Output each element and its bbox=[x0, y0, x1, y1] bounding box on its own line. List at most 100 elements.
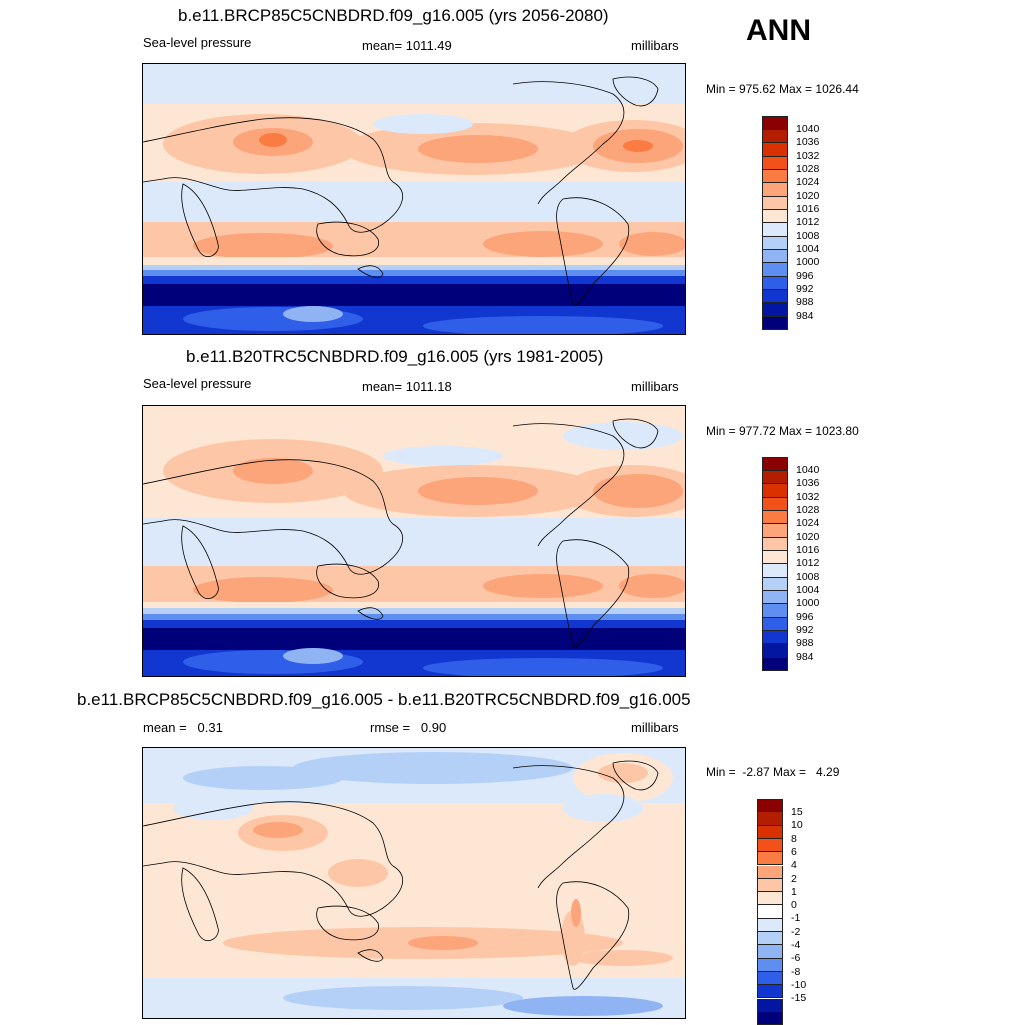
panel2-swatch bbox=[762, 591, 788, 605]
panel2-colorbar-label: 1012 bbox=[796, 557, 820, 570]
panel2-swatch bbox=[762, 524, 788, 538]
panel2-colorbar-label: 1020 bbox=[796, 530, 820, 543]
panel3-swatch bbox=[757, 852, 783, 866]
panel2-swatch bbox=[762, 551, 788, 565]
panel2-variable-label: Sea-level pressure bbox=[143, 376, 252, 391]
panel2-colorbar-label: 996 bbox=[796, 610, 814, 623]
panel1-colorbar-label: 1040 bbox=[796, 123, 820, 135]
panel2-colorbar-label: 1008 bbox=[796, 570, 820, 583]
panel2-swatch bbox=[762, 604, 788, 618]
panel2-colorbar-label: 1032 bbox=[796, 490, 820, 503]
panel1-swatch bbox=[762, 223, 788, 237]
panel1-colorbar-label: 996 bbox=[796, 269, 814, 282]
panel3-swatch bbox=[757, 1011, 783, 1025]
panel1-colorbar-label: 1032 bbox=[796, 149, 820, 162]
panel3-colorbar-label: -2 bbox=[791, 925, 801, 938]
panel3-swatch bbox=[757, 932, 783, 946]
panel1-colorbar-label: 1028 bbox=[796, 163, 820, 175]
panel1-colorbar-label: 984 bbox=[796, 309, 814, 322]
panel2-colorbar-label: 988 bbox=[796, 637, 814, 650]
panel2-colorbar-label: 1016 bbox=[796, 544, 820, 556]
panel2-colorbar-label: 1004 bbox=[796, 584, 820, 596]
panel3-mean-label: mean = 0.31 bbox=[143, 720, 223, 735]
panel3-swatch bbox=[757, 918, 783, 932]
panel2-swatch bbox=[762, 577, 788, 591]
panel3-colorbar-label: 15 bbox=[791, 806, 803, 818]
panel2-map bbox=[142, 405, 686, 677]
panel3-colorbar-label: 6 bbox=[791, 845, 797, 858]
panel1-colorbar-label: 1008 bbox=[796, 229, 820, 242]
panel1-swatch bbox=[762, 303, 788, 317]
panel1-swatch bbox=[762, 156, 788, 170]
panel3-colorbar-label: -1 bbox=[791, 912, 801, 925]
panel1-swatch bbox=[762, 116, 788, 130]
panel1-swatch bbox=[762, 263, 788, 277]
panel2-swatch bbox=[762, 497, 788, 511]
panel3-title: b.e11.BRCP85C5CNBDRD.f09_g16.005 - b.e11… bbox=[77, 690, 691, 709]
panel3-colorbar-label: -8 bbox=[791, 965, 801, 978]
panel2-title: b.e11.B20TRC5CNBDRD.f09_g16.005 (yrs 198… bbox=[186, 347, 604, 366]
panel3-swatch bbox=[757, 945, 783, 959]
panel1-swatch bbox=[762, 143, 788, 157]
panel1-swatch bbox=[762, 130, 788, 144]
panel1-map bbox=[142, 63, 686, 335]
panel3-colorbar-label: 10 bbox=[791, 819, 803, 832]
panel2-swatch bbox=[762, 484, 788, 498]
panel2-units-label: millibars bbox=[631, 379, 679, 394]
panel1-title: b.e11.BRCP85C5CNBDRD.f09_g16.005 (yrs 20… bbox=[178, 6, 609, 25]
panel1-minmax-label: Min = 975.62 Max = 1026.44 bbox=[706, 82, 859, 96]
panel1-swatch bbox=[762, 196, 788, 210]
panel3-swatch bbox=[757, 905, 783, 919]
panel3-swatch bbox=[757, 985, 783, 999]
panel3-minmax-label: Min = -2.87 Max = 4.29 bbox=[706, 765, 840, 779]
panel1-colorbar-label: 1000 bbox=[796, 256, 820, 269]
panel2-colorbar-label: 992 bbox=[796, 624, 814, 636]
panel2-swatch bbox=[762, 537, 788, 551]
panel3-colorbar-label: 1 bbox=[791, 885, 797, 898]
panel3-swatch bbox=[757, 825, 783, 839]
panel1-colorbar-label: 1012 bbox=[796, 216, 820, 229]
panel1-mean-label: mean= 1011.49 bbox=[362, 38, 452, 53]
panel3-colorbar-label: 4 bbox=[791, 859, 797, 872]
panel2-colorbar-label: 1036 bbox=[796, 477, 820, 490]
panel2-swatch bbox=[762, 457, 788, 471]
panel2-colorbar-label: 984 bbox=[796, 650, 814, 663]
panel3-colorbar-label: 0 bbox=[791, 899, 797, 912]
panel3-colorbar-label: -10 bbox=[791, 978, 807, 991]
panel3-swatch bbox=[757, 838, 783, 853]
panel2-minmax-label: Min = 977.72 Max = 1023.80 bbox=[706, 424, 859, 438]
panel1-swatch bbox=[762, 236, 788, 250]
panel2-swatch bbox=[762, 631, 788, 645]
panel1-colorbar-label: 1036 bbox=[796, 136, 820, 149]
panel3-swatch bbox=[757, 865, 783, 879]
panel1-colorbar-label: 992 bbox=[796, 283, 814, 295]
panel2-swatch bbox=[762, 564, 788, 578]
panel2-swatch bbox=[762, 511, 788, 525]
panel3-swatch bbox=[757, 958, 783, 972]
panel1-swatch bbox=[762, 290, 788, 304]
panel1-swatch bbox=[762, 170, 788, 184]
panel3-map bbox=[142, 747, 686, 1019]
panel1-swatch bbox=[762, 250, 788, 264]
panel3-colorbar-label: -6 bbox=[791, 952, 801, 965]
panel1-swatch bbox=[762, 210, 788, 224]
panel2-swatch bbox=[762, 644, 788, 658]
panel1-swatch bbox=[762, 183, 788, 197]
panel2-colorbar-label: 1028 bbox=[796, 504, 820, 516]
panel1-units-label: millibars bbox=[631, 38, 679, 53]
panel1-colorbar-label: 1016 bbox=[796, 203, 820, 215]
panel3-swatch bbox=[757, 998, 783, 1012]
panel1-colorbar-label: 1024 bbox=[796, 176, 820, 189]
panel1-colorbar-label: 988 bbox=[796, 296, 814, 309]
panel3-swatch bbox=[757, 971, 783, 986]
panel3-swatch bbox=[757, 878, 783, 893]
panel2-swatch bbox=[762, 471, 788, 485]
panel2-swatch bbox=[762, 657, 788, 671]
panel2-swatch bbox=[762, 617, 788, 631]
panel3-colorbar-label: 8 bbox=[791, 832, 797, 845]
panel3-swatch bbox=[757, 812, 783, 826]
panel1-swatch bbox=[762, 316, 788, 330]
panel2-colorbar-label: 1000 bbox=[796, 597, 820, 610]
panel1-variable-label: Sea-level pressure bbox=[143, 35, 252, 50]
panel2-mean-label: mean= 1011.18 bbox=[362, 379, 452, 394]
